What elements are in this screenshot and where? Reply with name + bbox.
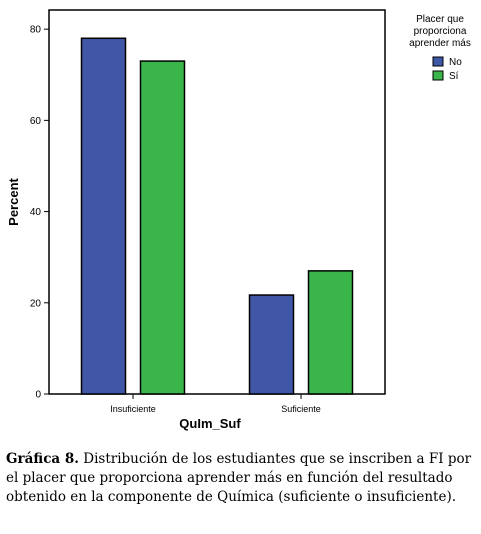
- y-axis-title: Percent: [6, 177, 21, 225]
- y-tick-label: 40: [30, 207, 42, 218]
- legend-title: Placer que proporciona aprender más: [409, 14, 471, 49]
- y-tick-label: 20: [30, 298, 42, 309]
- legend-swatch: [432, 56, 444, 67]
- x-axis-title: QuIm_Suf: [179, 416, 241, 431]
- y-tick-label: 60: [30, 116, 42, 127]
- bar: [80, 37, 127, 395]
- y-tick-label: 0: [35, 390, 41, 401]
- bar: [139, 60, 186, 395]
- chart: QuIm_Suf Percent 0 20 40 60 80 Insuficiente Su…: [6, 9, 462, 431]
- legend-label: No: [449, 57, 462, 68]
- y-tick-label: 80: [30, 25, 42, 36]
- x-tick-label: Insuficiente: [110, 404, 156, 414]
- bar: [248, 294, 295, 395]
- caption-label: Gráfica 8.: [6, 451, 79, 467]
- bar: [307, 270, 354, 395]
- legend-label: Sí: [449, 71, 459, 82]
- legend-swatch: [432, 70, 444, 81]
- caption-text: Distribución de los estudiantes que se i…: [6, 451, 472, 505]
- x-tick-label: Suficiente: [281, 404, 321, 414]
- plot-frame: [48, 9, 386, 395]
- caption: Gráfica 8. Distribución de los estudiant…: [6, 450, 476, 507]
